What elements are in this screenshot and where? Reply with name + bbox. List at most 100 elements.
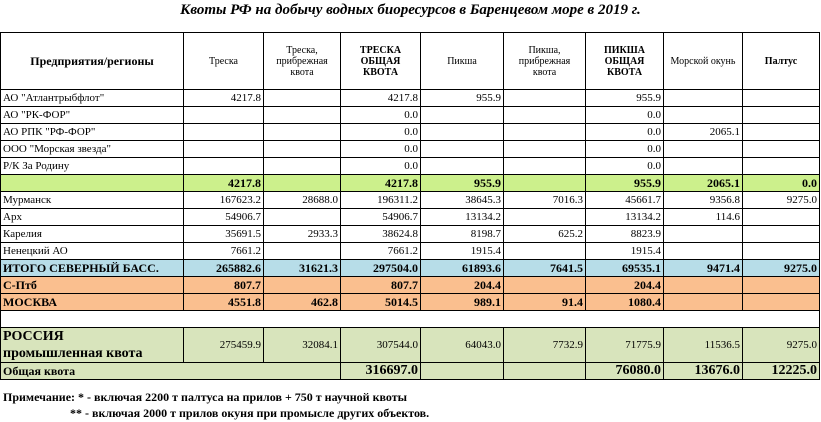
table-row: С-Птб 807.7 807.7 204.4 204.4	[0, 276, 820, 294]
cell	[503, 140, 586, 158]
cell: 7661.2	[340, 242, 421, 260]
table-row: Общая квота 316697.0 76080.0 13676.0 12225.0	[0, 362, 820, 380]
cell	[263, 174, 341, 192]
row-label: Мурманск	[0, 191, 184, 209]
note: ** - включая 2000 т прилов окуня при про…	[70, 406, 430, 420]
spacer-row	[0, 310, 820, 328]
cell: 13676.0	[663, 362, 743, 380]
cell: 0.0	[742, 174, 820, 192]
cell: 13134.2	[585, 208, 664, 226]
cell	[503, 106, 586, 124]
cell	[183, 157, 264, 175]
cell: 0.0	[585, 157, 664, 175]
cell	[420, 157, 504, 175]
cell	[183, 106, 264, 124]
cell	[742, 157, 820, 175]
cell	[183, 123, 264, 141]
cell: 71775.9	[585, 327, 664, 363]
cell: 7732.9	[503, 327, 586, 363]
cell: 625.2	[503, 225, 586, 243]
row-label	[0, 174, 184, 192]
row-label-line: РОССИЯ	[3, 329, 64, 344]
cell: 807.7	[183, 276, 264, 294]
cell: 31621.3	[263, 259, 341, 277]
cell: 0.0	[340, 106, 421, 124]
cell: 7661.2	[183, 242, 264, 260]
quota-table: Предприятия/регионы Треска Треска, прибреж…	[0, 32, 820, 380]
cell: 11536.5	[663, 327, 743, 363]
row-label: Р/К За Родину	[0, 157, 184, 175]
table-row: Ненецкий АО 7661.2 7661.2 1915.4 1915.4	[0, 242, 820, 260]
cell: 316697.0	[340, 362, 421, 380]
note: Примечание: * - включая 2200 т палтуса н…	[3, 390, 408, 404]
cell: 7641.5	[503, 259, 586, 277]
header-cell: Пикша, прибрежная квота	[503, 32, 586, 90]
cell	[503, 157, 586, 175]
cell: 54906.7	[183, 208, 264, 226]
table-row: Мурманск 167623.2 28688.0 196311.2 38645.3 70…	[0, 191, 820, 209]
cell: 45661.7	[585, 191, 664, 209]
cell: 204.4	[585, 276, 664, 294]
cell: 955.9	[420, 89, 504, 107]
cell: 8198.7	[420, 225, 504, 243]
cell	[742, 208, 820, 226]
row-label: АО РПК "РФ-ФОР"	[0, 123, 184, 141]
cell	[503, 174, 586, 192]
cell: 462.8	[263, 293, 341, 311]
cell: 38624.8	[340, 225, 421, 243]
row-label-line: промышленная квота	[3, 346, 143, 361]
cell: 114.6	[663, 208, 743, 226]
cell	[263, 276, 341, 294]
spacer	[0, 310, 820, 328]
cell	[263, 106, 341, 124]
cell	[503, 208, 586, 226]
cell	[503, 362, 586, 380]
cell: 196311.2	[340, 191, 421, 209]
cell: 69535.1	[585, 259, 664, 277]
cell	[663, 89, 743, 107]
row-label: С-Птб	[0, 276, 184, 294]
cell	[663, 225, 743, 243]
cell	[742, 276, 820, 294]
cell: 1080.4	[585, 293, 664, 311]
table-row: АО РПК "РФ-ФОР" 0.0 0.0 2065.1	[0, 123, 820, 141]
cell: 275459.9	[183, 327, 264, 363]
cell: 297504.0	[340, 259, 421, 277]
cell: 8823.9	[585, 225, 664, 243]
cell: 13134.2	[420, 208, 504, 226]
cell: 955.9	[420, 174, 504, 192]
cell: 61893.6	[420, 259, 504, 277]
cell: 1915.4	[585, 242, 664, 260]
cell	[263, 89, 341, 107]
cell: 32084.1	[263, 327, 341, 363]
cell: 38645.3	[420, 191, 504, 209]
cell	[420, 123, 504, 141]
cell: 265882.6	[183, 259, 264, 277]
cell: 91.4	[503, 293, 586, 311]
cell: 0.0	[585, 123, 664, 141]
cell	[742, 293, 820, 311]
cell: 9275.0	[742, 327, 820, 363]
cell	[420, 106, 504, 124]
cell	[663, 276, 743, 294]
table-row: ООО "Морская звезда" 0.0 0.0	[0, 140, 820, 158]
cell: 807.7	[340, 276, 421, 294]
cell: 0.0	[340, 123, 421, 141]
cell: 955.9	[585, 174, 664, 192]
cell: 4217.8	[183, 174, 264, 192]
cell: 1915.4	[420, 242, 504, 260]
cell	[663, 242, 743, 260]
cell: 307544.0	[340, 327, 421, 363]
title: Квоты РФ на добычу водных биоресурсов в …	[180, 2, 641, 18]
cell	[663, 157, 743, 175]
cell: 4217.8	[340, 174, 421, 192]
table-body: АО "Атлантрыбфлот" 4217.8 4217.8 955.9 955.9…	[0, 89, 820, 380]
cell: 2065.1	[663, 174, 743, 192]
header-cell: Пикша	[420, 32, 504, 90]
cell: 204.4	[420, 276, 504, 294]
cell	[663, 140, 743, 158]
cell: 76080.0	[585, 362, 664, 380]
cell	[263, 140, 341, 158]
header-cell: Треска, прибрежная квота	[263, 32, 341, 90]
cell: 955.9	[585, 89, 664, 107]
